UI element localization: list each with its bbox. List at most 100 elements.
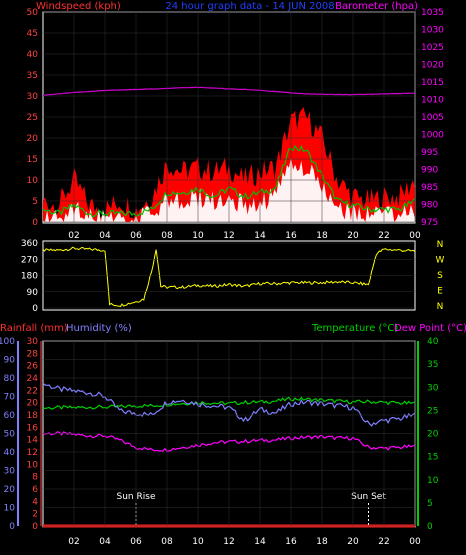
climate-x-tick-label: 22 bbox=[378, 537, 389, 547]
humidity-y-tick-label: 80 bbox=[4, 374, 16, 384]
wind-y-tick-label: 25 bbox=[27, 113, 38, 123]
barometer-y-tick-label: 1010 bbox=[421, 96, 444, 106]
wind-x-tick-label: 18 bbox=[316, 231, 328, 241]
humidity-y-tick-label: 0 bbox=[9, 522, 15, 532]
wind-y-tick-label: 35 bbox=[27, 71, 38, 81]
windspeed-title: Windspeed (kph) bbox=[36, 1, 121, 12]
direction-series-group bbox=[42, 246, 416, 308]
direction-y-tick-label: 180 bbox=[21, 272, 38, 282]
temperature-y-tick-label: 0 bbox=[427, 522, 433, 532]
wind-y-tick-label: 30 bbox=[27, 92, 39, 102]
rainfall-y-tick-label: 8 bbox=[32, 473, 38, 483]
wind-y-tick-label: 15 bbox=[27, 155, 38, 165]
rainfall-y-tick-label: 30 bbox=[27, 337, 39, 347]
direction-y-tick-label: 360 bbox=[21, 239, 38, 249]
rainfall-y-tick-label: 16 bbox=[27, 423, 39, 433]
barometer-y-tick-label: 1005 bbox=[421, 113, 444, 123]
wind-x-tick-label: 10 bbox=[192, 231, 204, 241]
climate-x-tick-label: 20 bbox=[347, 537, 359, 547]
rainfall-y-tick-label: 20 bbox=[27, 399, 39, 409]
rainfall-y-tick-label: 14 bbox=[27, 436, 39, 446]
wind-y-tick-label: 50 bbox=[27, 8, 39, 18]
temperature-y-tick-label: 35 bbox=[427, 360, 438, 370]
temperature-y-tick-label: 15 bbox=[427, 453, 438, 463]
barometer-title: Barometer (hpa) bbox=[335, 1, 418, 12]
rainfall-y-tick-label: 24 bbox=[27, 374, 39, 384]
compass-letter: S bbox=[437, 271, 443, 281]
rainfall-y-tick-label: 10 bbox=[27, 460, 39, 470]
wind-x-tick-label: 06 bbox=[130, 231, 142, 241]
wind-direction-line bbox=[42, 246, 416, 308]
climate-x-tick-label: 06 bbox=[130, 537, 142, 547]
wind-y-tick-label: 40 bbox=[27, 50, 39, 60]
rainfall-y-tick-label: 12 bbox=[27, 448, 38, 458]
wind-y-tick-label: 20 bbox=[27, 134, 39, 144]
axes-group: 0510152025303540455097598098599099510001… bbox=[0, 8, 445, 547]
climate-x-tick-label: 14 bbox=[254, 537, 266, 547]
temperature-y-tick-label: 25 bbox=[427, 406, 438, 416]
direction-y-tick-label: 0 bbox=[32, 304, 38, 314]
climate-x-tick-label: 10 bbox=[192, 537, 204, 547]
compass-letter: E bbox=[437, 287, 443, 297]
climate-x-tick-label: 02 bbox=[68, 537, 79, 547]
wind-y-tick-label: 5 bbox=[32, 197, 38, 207]
wind-x-tick-label: 04 bbox=[99, 231, 111, 241]
rainfall-axis-title: Rainfall (mm) bbox=[0, 323, 68, 334]
compass-letter: W bbox=[436, 256, 445, 266]
sun-marker-label: Sun Set bbox=[351, 492, 386, 502]
humidity-y-tick-label: 60 bbox=[4, 411, 16, 421]
humidity-y-tick-label: 30 bbox=[4, 467, 16, 477]
barometer-y-tick-label: 1000 bbox=[421, 131, 444, 141]
barometer-y-tick-label: 990 bbox=[421, 166, 438, 176]
barometer-y-tick-label: 1020 bbox=[421, 61, 444, 71]
climate-x-tick-label: 16 bbox=[285, 537, 297, 547]
wind-x-tick-label: 20 bbox=[347, 231, 359, 241]
temperature-y-tick-label: 30 bbox=[427, 383, 439, 393]
temperature-axis-title: Temperature (°C) bbox=[311, 323, 398, 334]
climate-x-tick-label: 00 bbox=[409, 537, 421, 547]
rainfall-y-tick-label: 18 bbox=[27, 411, 39, 421]
barometer-y-tick-label: 995 bbox=[421, 148, 438, 158]
wind-x-tick-label: 08 bbox=[161, 231, 173, 241]
direction-y-tick-label: 270 bbox=[21, 255, 38, 265]
climate-x-tick-label: 04 bbox=[99, 537, 111, 547]
barometer-y-tick-label: 1015 bbox=[421, 78, 444, 88]
barometer-y-tick-label: 1025 bbox=[421, 43, 444, 53]
humidity-y-tick-label: 90 bbox=[4, 356, 16, 366]
barometer-y-tick-label: 980 bbox=[421, 201, 438, 211]
temperature-y-tick-label: 20 bbox=[427, 430, 439, 440]
dewpoint-axis-title: Dew Point (°C) bbox=[394, 323, 466, 334]
compass-letter: N bbox=[437, 302, 444, 312]
rainfall-y-tick-label: 28 bbox=[27, 349, 39, 359]
humidity-y-tick-label: 50 bbox=[4, 430, 16, 440]
wind-x-tick-label: 12 bbox=[223, 231, 234, 241]
wind-x-tick-label: 02 bbox=[68, 231, 79, 241]
rainfall-y-tick-label: 4 bbox=[32, 497, 38, 507]
temperature-y-tick-label: 5 bbox=[427, 499, 433, 509]
climate-x-tick-label: 08 bbox=[161, 537, 173, 547]
direction-y-tick-label: 90 bbox=[27, 288, 39, 298]
barometer-y-tick-label: 1035 bbox=[421, 8, 444, 18]
barometer-y-tick-label: 1030 bbox=[421, 26, 444, 36]
temperature-y-tick-label: 40 bbox=[427, 337, 439, 347]
rainfall-y-tick-label: 2 bbox=[32, 510, 38, 520]
climate-x-tick-label: 12 bbox=[223, 537, 234, 547]
humidity-y-tick-label: 70 bbox=[4, 393, 16, 403]
rainfall-y-tick-label: 6 bbox=[32, 485, 38, 495]
barometer-y-tick-label: 975 bbox=[421, 218, 438, 228]
wind-y-tick-label: 0 bbox=[32, 218, 38, 228]
climate-x-tick-label: 18 bbox=[316, 537, 328, 547]
wind-y-tick-label: 10 bbox=[27, 176, 39, 186]
humidity-axis-title: Humidity (%) bbox=[66, 323, 132, 334]
compass-letter: N bbox=[437, 240, 444, 250]
barometer-y-tick-label: 985 bbox=[421, 183, 438, 193]
rainfall-y-tick-label: 26 bbox=[27, 362, 39, 372]
temperature-y-tick-label: 10 bbox=[427, 476, 439, 486]
humidity-y-tick-label: 40 bbox=[4, 448, 16, 458]
rainfall-y-tick-label: 22 bbox=[27, 386, 38, 396]
graph-date-title: 24 hour graph data - 14 JUN 2008 bbox=[165, 1, 334, 12]
humidity-y-tick-label: 10 bbox=[4, 504, 16, 514]
rainfall-y-tick-label: 0 bbox=[32, 522, 38, 532]
wind-x-tick-label: 16 bbox=[285, 231, 297, 241]
